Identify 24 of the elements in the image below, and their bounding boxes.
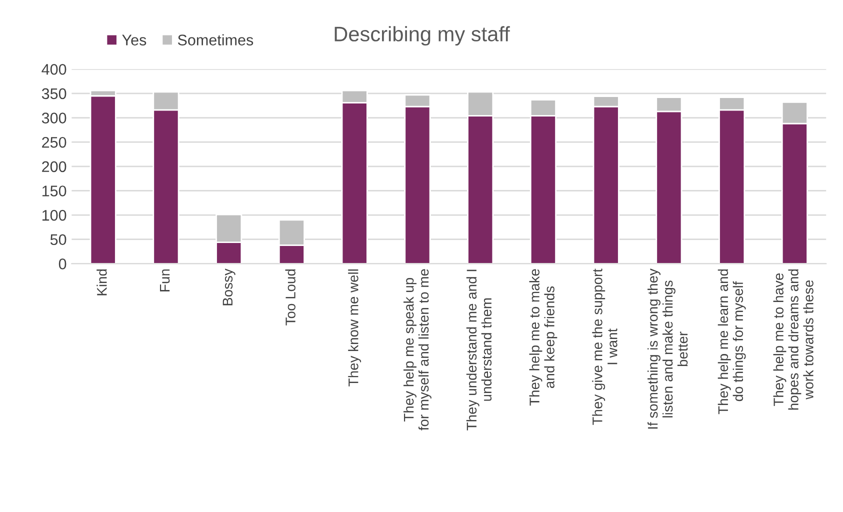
x-tick-label: They know me well: [348, 269, 362, 386]
x-tick-label: They give me the support I want: [592, 268, 618, 425]
y-tick-label: 200: [42, 161, 66, 172]
y-tick-label: 0: [58, 258, 66, 270]
y-tick-label: 300: [42, 112, 66, 124]
x-tick-label: If something is wrong they listen and make things better: [648, 268, 688, 429]
x-tick-label: Too Loud: [285, 269, 296, 326]
legend-label: Sometimes: [178, 34, 254, 46]
y-tick-label: 50: [50, 234, 66, 246]
y-tick-label: 350: [42, 88, 66, 100]
y-tick-label: 400: [42, 64, 66, 75]
x-tick-label: Fun: [160, 269, 170, 292]
y-tick-label: 250: [42, 136, 66, 148]
x-tick-label: Bossy: [222, 268, 236, 306]
x-tick-label: They help me learn and do things for myself: [718, 269, 746, 414]
x-tick-label: They understand me and I understand them: [466, 270, 492, 430]
x-tick-label: Kind: [96, 269, 107, 296]
legend-label: Yes: [122, 34, 146, 46]
x-tick-label: They help me speak up for myself and listen to me: [404, 269, 432, 430]
x-tick-label: They help me to have hopes and dreams and work towards these: [773, 269, 814, 410]
x-tick-label: They help me to make and keep friends: [529, 269, 558, 406]
y-tick-label: 150: [42, 186, 66, 196]
chart-title: Describing my staff: [334, 26, 510, 46]
y-tick-label: 100: [42, 210, 66, 221]
